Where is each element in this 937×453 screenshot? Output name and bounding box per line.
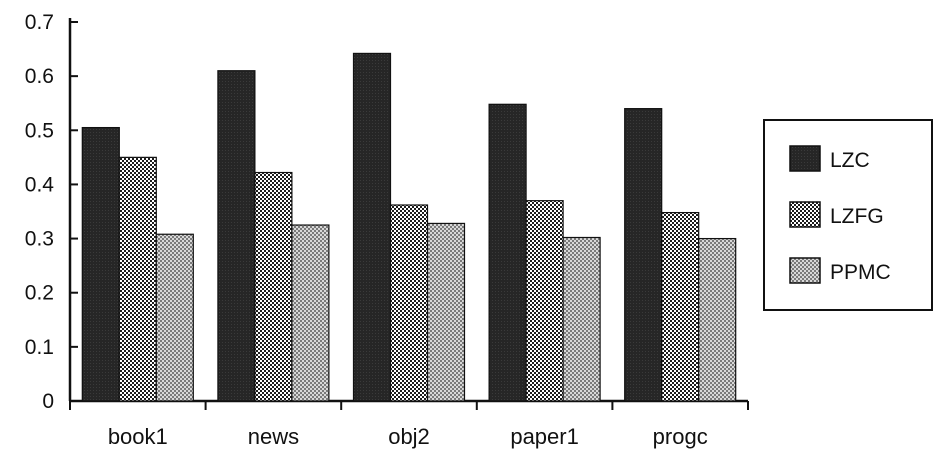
x-axis: book1 news obj2 paper1 progc [69, 399, 749, 449]
y-tick-label: 0 [42, 390, 54, 413]
bar-lzc-news [217, 70, 256, 402]
y-tick-label: 0.3 [25, 228, 54, 251]
legend-swatch-lzc [789, 145, 821, 172]
bar-lzc-progc [624, 108, 663, 402]
bars [81, 52, 737, 402]
y-tick-label: 0.7 [25, 11, 54, 34]
bar-lzc-book1 [81, 126, 120, 402]
bar-lzfg-paper1 [525, 200, 564, 402]
x-category-label: paper1 [510, 424, 579, 449]
bar-lzfg-obj2 [389, 204, 429, 402]
y-tick-label: 0.5 [25, 119, 54, 142]
legend-label-lzfg: LZFG [830, 205, 884, 228]
bar-ppmc-obj2 [426, 222, 466, 402]
y-tick-label: 0.6 [25, 65, 54, 88]
y-tick-label: 0.1 [25, 336, 54, 359]
y-tick-label: 0.4 [25, 173, 55, 196]
legend-swatch-lzfg [789, 201, 821, 228]
bar-lzc-paper1 [488, 103, 527, 402]
bar-lzfg-progc [661, 211, 700, 402]
y-axis: 0 0.1 0.2 0.3 0.4 0.5 0.6 0.7 [25, 11, 78, 413]
bar-ppmc-progc [698, 237, 737, 402]
legend-swatch-ppmc [789, 257, 821, 284]
legend-label-ppmc: PPMC [830, 261, 891, 284]
bar-lzfg-book1 [118, 156, 157, 402]
x-category-label: progc [653, 424, 708, 449]
bar-ppmc-paper1 [562, 236, 601, 402]
x-category-label: news [248, 424, 299, 449]
y-tick-label: 0.2 [25, 282, 54, 305]
x-category-label: book1 [108, 424, 168, 449]
x-category-label: obj2 [388, 424, 430, 449]
bar-lzfg-news [254, 171, 293, 402]
legend: LZC LZFG PPMC [763, 119, 933, 311]
bar-ppmc-book1 [155, 233, 194, 402]
bar-ppmc-news [291, 224, 330, 402]
legend-label-lzc: LZC [830, 149, 870, 172]
bar-lzc-obj2 [352, 52, 392, 402]
